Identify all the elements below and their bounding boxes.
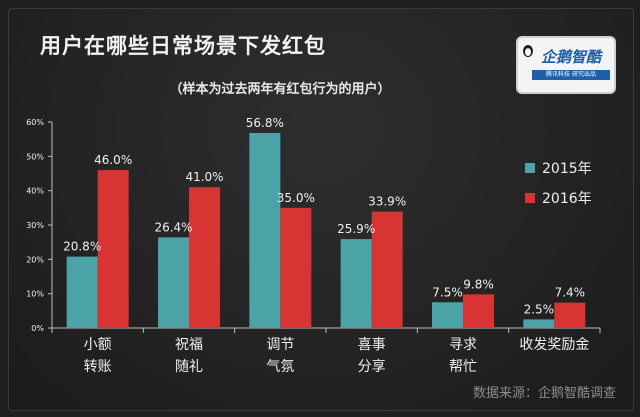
x-category-label: 调节 bbox=[266, 337, 294, 353]
x-category-label: 小额 bbox=[84, 337, 112, 353]
x-category-label: 寻求 bbox=[449, 337, 477, 353]
data-label: 20.8% bbox=[63, 240, 101, 254]
bar-2015年-1 bbox=[158, 237, 189, 328]
bar-2015年-2 bbox=[249, 132, 281, 328]
chart-subtitle: （样本为过去两年有红包行为的用户） bbox=[169, 82, 391, 97]
data-label: 46.0% bbox=[94, 153, 132, 167]
x-category-label: 帮忙 bbox=[449, 359, 477, 375]
y-tick-label: 40% bbox=[26, 187, 44, 196]
bar-2015年-0 bbox=[66, 256, 98, 328]
bar-2016年-3 bbox=[371, 211, 403, 328]
legend-label: 2016年 bbox=[542, 191, 592, 207]
y-tick-label: 20% bbox=[26, 255, 44, 264]
bar-2016年-5 bbox=[554, 302, 586, 328]
penguin-icon bbox=[523, 45, 533, 57]
x-category-label: 气氛 bbox=[266, 359, 294, 375]
data-label: 7.4% bbox=[555, 286, 586, 300]
data-label: 41.0% bbox=[185, 170, 223, 184]
bar-2016年-4 bbox=[463, 294, 494, 328]
brand-logo: 企鹅智酷 腾讯科技 研究出品 bbox=[516, 36, 616, 94]
data-label: 35.0% bbox=[277, 191, 315, 205]
y-tick-label: 50% bbox=[26, 152, 44, 161]
x-category-label: 转账 bbox=[84, 359, 112, 375]
data-label: 56.8% bbox=[246, 116, 284, 130]
data-source-note: 数据来源：企鹅智酷调查 bbox=[472, 386, 616, 401]
x-category-label: 分享 bbox=[358, 358, 386, 375]
y-tick-label: 30% bbox=[26, 221, 44, 230]
x-category-label: 祝福 bbox=[175, 337, 203, 353]
x-category-label: 喜事 bbox=[358, 337, 386, 353]
chart-title: 用户在哪些日常场景下发红包 bbox=[40, 34, 326, 58]
y-tick-label: 0% bbox=[31, 324, 44, 333]
bar-2015年-3 bbox=[340, 239, 372, 328]
y-tick-label: 60% bbox=[26, 118, 44, 127]
bar-2015年-4 bbox=[432, 302, 463, 328]
bar-2016年-2 bbox=[280, 207, 312, 328]
bar-2015年-5 bbox=[523, 319, 555, 328]
data-label: 9.8% bbox=[463, 277, 494, 291]
logo-text: 企鹅智酷 bbox=[540, 48, 601, 66]
logo-tagline: 腾讯科技 研究出品 bbox=[532, 70, 610, 80]
x-category-label: 随礼 bbox=[175, 359, 203, 375]
data-label: 33.9% bbox=[368, 195, 406, 209]
data-label: 2.5% bbox=[524, 302, 555, 316]
bar-2016年-0 bbox=[97, 170, 129, 328]
legend-swatch bbox=[525, 193, 535, 203]
y-tick-label: 10% bbox=[26, 290, 44, 299]
data-label: 7.5% bbox=[432, 285, 463, 299]
legend-swatch bbox=[525, 163, 535, 173]
data-label: 25.9% bbox=[337, 222, 375, 236]
bar-2016年-1 bbox=[189, 187, 220, 328]
x-category-label: 收发奖励金 bbox=[519, 336, 589, 353]
legend-label: 2015年 bbox=[542, 161, 592, 177]
data-label: 26.4% bbox=[154, 220, 192, 234]
